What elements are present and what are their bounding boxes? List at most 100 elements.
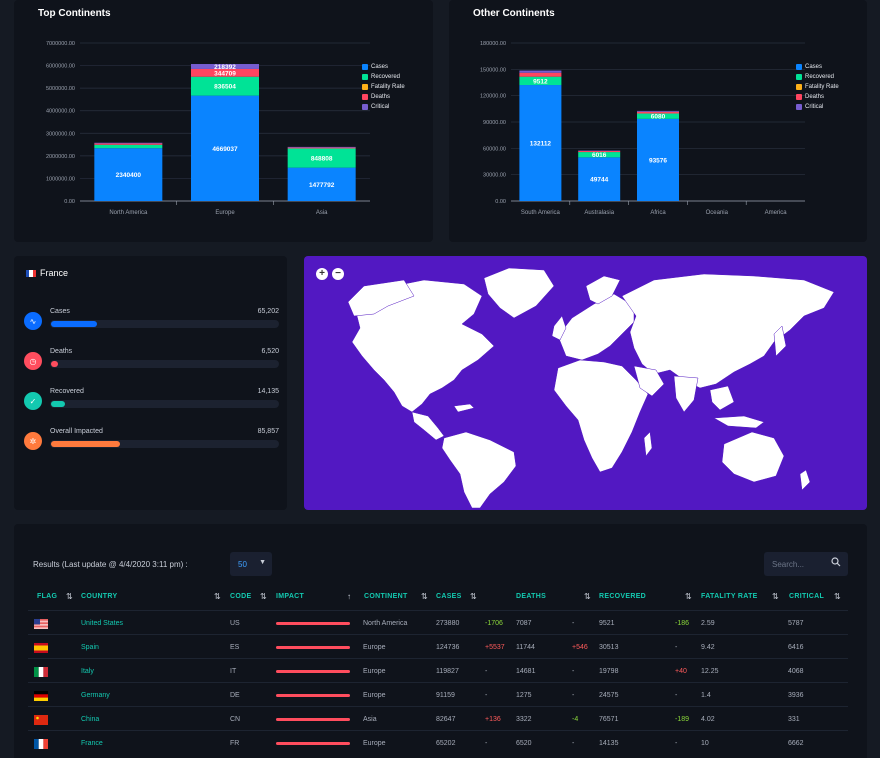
sort-icon[interactable]: ⇅ xyxy=(66,592,73,601)
bar-segment-recovered[interactable] xyxy=(519,76,562,86)
france-flag-icon xyxy=(26,269,36,277)
bar-segment-recovered[interactable] xyxy=(191,76,259,96)
results-label: Results (Last update @ 4/4/2020 3:11 pm)… xyxy=(33,560,188,569)
legend-item[interactable]: Critical xyxy=(796,102,839,112)
flag-it-icon xyxy=(34,667,48,677)
country-link[interactable]: Spain xyxy=(81,644,99,651)
bar-segment-critical[interactable] xyxy=(637,110,679,112)
column-header-recovered[interactable]: RECOVERED xyxy=(599,593,647,600)
deaths: 1275 xyxy=(516,692,532,699)
bar-segment-cases[interactable] xyxy=(287,167,356,201)
column-header-impact[interactable]: IMPACT xyxy=(276,593,305,600)
column-header-country[interactable]: COUNTRY xyxy=(81,593,118,600)
bar-segment-cases[interactable] xyxy=(191,95,259,201)
bar-segment-cases[interactable] xyxy=(578,157,621,201)
table-row[interactable]: France FR Europe 65202 - 6520 - 14135 - 10 6662 xyxy=(28,730,848,754)
sort-icon[interactable]: ⇅ xyxy=(470,592,477,601)
fatality-rate: 10 xyxy=(701,740,709,747)
recovered: 19798 xyxy=(599,668,619,675)
country-link[interactable]: Germany xyxy=(81,692,110,699)
bar-segment-deaths[interactable] xyxy=(637,111,679,114)
bar-segment-deaths[interactable] xyxy=(519,72,562,77)
continent: North America xyxy=(363,620,408,627)
country-code: DE xyxy=(230,692,240,699)
stat-value: 14,135 xyxy=(257,388,279,395)
bar-segment-cases[interactable] xyxy=(519,85,562,201)
sort-icon[interactable]: ⇅ xyxy=(421,592,428,601)
bar-segment-recovered[interactable] xyxy=(94,144,163,149)
bar-segment-deaths[interactable] xyxy=(578,151,621,153)
world-map[interactable]: + − xyxy=(304,256,867,510)
table-row[interactable]: United States US North America 273880 -1706 7… xyxy=(28,610,848,634)
critical: 5787 xyxy=(788,620,804,627)
cases-delta: - xyxy=(485,692,488,699)
bar-segment-deaths[interactable] xyxy=(287,147,356,149)
column-header-critical[interactable]: CRITICAL xyxy=(789,593,825,600)
sort-icon[interactable]: ⇅ xyxy=(584,592,591,601)
search-placeholder: Search... xyxy=(772,560,805,569)
legend-item[interactable]: Recovered xyxy=(796,72,839,82)
data-label: 344709 xyxy=(214,70,236,77)
bar-segment-critical[interactable] xyxy=(287,146,356,148)
bar-segment-critical[interactable] xyxy=(191,64,259,69)
sort-icon[interactable]: ⇅ xyxy=(214,592,221,601)
legend-item[interactable]: Fatality Rate xyxy=(796,82,839,92)
cases: 273880 xyxy=(436,620,460,627)
legend-item[interactable]: Fatality Rate xyxy=(362,82,405,92)
per-page-select[interactable]: 50 ▼ xyxy=(230,552,272,576)
country-code: CN xyxy=(230,716,241,723)
bar-segment-cases[interactable] xyxy=(94,148,163,201)
search-icon xyxy=(831,557,841,567)
column-header-fatality-rate[interactable]: FATALITY RATE xyxy=(701,593,758,600)
legend-label: Deaths xyxy=(805,94,825,100)
clock-icon: ◷ xyxy=(24,352,42,370)
bar-segment-recovered[interactable] xyxy=(287,148,356,168)
bar-segment-critical[interactable] xyxy=(519,70,562,73)
table-row[interactable]: Germany DE Europe 91159 - 1275 - 24575 - 1.4 3936 xyxy=(28,682,848,706)
bar-segment-cases[interactable] xyxy=(637,118,679,201)
zoom-in-button[interactable]: + xyxy=(316,268,328,280)
column-header-deaths[interactable]: DEATHS xyxy=(516,593,547,600)
legend-item[interactable]: Deaths xyxy=(362,92,405,102)
country-link[interactable]: Italy xyxy=(81,668,94,675)
country-link[interactable]: United States xyxy=(81,620,124,627)
recovered-delta: -186 xyxy=(675,620,690,627)
search-input[interactable]: Search... xyxy=(764,552,848,576)
bar-segment-recovered[interactable] xyxy=(637,113,679,119)
column-header-cases[interactable]: CASES xyxy=(436,593,462,600)
stat-row-deaths: ◷ Deaths 6,520 xyxy=(24,348,279,378)
legend-swatch xyxy=(796,104,802,110)
zoom-out-button[interactable]: − xyxy=(332,268,344,280)
recovered-delta: - xyxy=(675,740,678,747)
sort-icon[interactable]: ↑ xyxy=(347,592,351,601)
table-row[interactable]: China CN Asia 82647 +136 3322 -4 76571 -189 4.02 3… xyxy=(28,706,848,730)
bar-segment-recovered[interactable] xyxy=(578,152,621,158)
y-tick-label: 7000000.00 xyxy=(46,41,75,47)
stat-label: Deaths xyxy=(50,348,73,355)
bar-segment-deaths[interactable] xyxy=(94,143,163,145)
stat-progress-fill xyxy=(51,361,58,367)
column-header-continent[interactable]: CONTINENT xyxy=(364,593,408,600)
legend-item[interactable]: Critical xyxy=(362,102,405,112)
table-row[interactable]: Italy IT Europe 119827 - 14681 - 19798 +40 12.25 4… xyxy=(28,658,848,682)
recovered: 14135 xyxy=(599,740,619,747)
y-tick-label: 2000000.00 xyxy=(46,154,75,160)
table-row[interactable]: Spain ES Europe 124736 +5537 11744 +546 30513 - 9… xyxy=(28,634,848,658)
column-header-flag[interactable]: FLAG xyxy=(37,593,58,600)
bar-segment-critical[interactable] xyxy=(94,142,163,144)
recovered: 30513 xyxy=(599,644,619,651)
sort-icon[interactable]: ⇅ xyxy=(834,592,841,601)
sort-icon[interactable]: ⇅ xyxy=(685,592,692,601)
sort-icon[interactable]: ⇅ xyxy=(772,592,779,601)
sort-icon[interactable]: ⇅ xyxy=(260,592,267,601)
bar-segment-deaths[interactable] xyxy=(191,68,259,77)
country-link[interactable]: France xyxy=(81,740,103,747)
country-link[interactable]: China xyxy=(81,716,100,723)
legend-item[interactable]: Cases xyxy=(796,62,839,72)
fatality-rate: 2.59 xyxy=(701,620,715,627)
legend-item[interactable]: Recovered xyxy=(362,72,405,82)
legend-item[interactable]: Cases xyxy=(362,62,405,72)
column-header-code[interactable]: CODE xyxy=(230,593,252,600)
legend-item[interactable]: Deaths xyxy=(796,92,839,102)
alaska-shape xyxy=(347,279,415,317)
